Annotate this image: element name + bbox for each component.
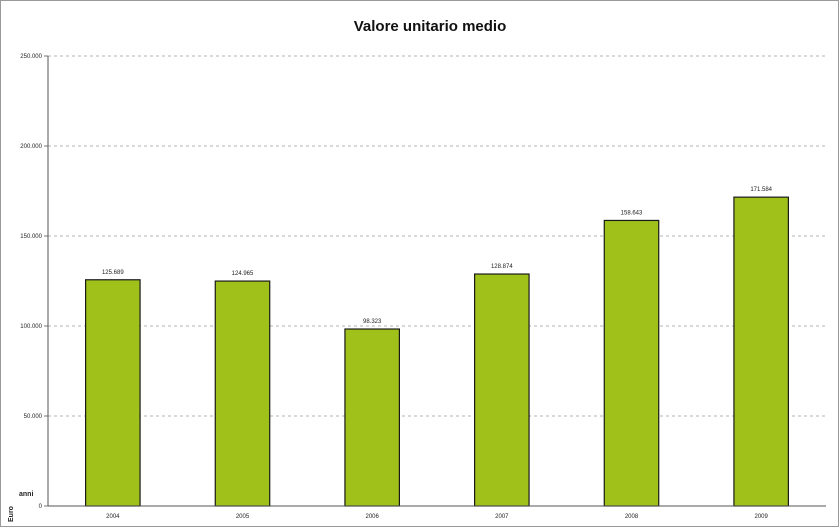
x-axis-label: anni xyxy=(19,491,33,498)
y-tick-label: 200.000 xyxy=(20,144,42,150)
chart-title: Valore unitario medio xyxy=(354,18,507,35)
data-label: 98.323 xyxy=(363,319,382,325)
y-axis-label: Euro xyxy=(8,506,15,522)
data-label: 171.584 xyxy=(750,187,772,193)
bar-2004 xyxy=(85,279,141,507)
bar-2007 xyxy=(474,273,530,507)
y-tick-label: 150.000 xyxy=(20,234,42,240)
x-axis: 2004 2005 2006 2007 2008 2009 xyxy=(48,505,826,520)
bar-2005 xyxy=(214,280,271,507)
x-tick-label: 2009 xyxy=(754,514,768,520)
y-tick-label: 250.000 xyxy=(20,54,42,60)
bar-2006 xyxy=(344,328,400,507)
bar-2008 xyxy=(603,219,660,507)
gridlines xyxy=(48,55,826,417)
data-label: 125.689 xyxy=(102,270,124,276)
y-axis: 0 50.000 100.000 150.000 200.000 250.000 xyxy=(20,54,49,510)
y-tick-label: 50.000 xyxy=(24,414,43,420)
data-label: 158.643 xyxy=(621,210,643,216)
data-label: 128.874 xyxy=(491,264,513,270)
bar-2009 xyxy=(733,196,789,507)
x-tick-label: 2006 xyxy=(365,514,379,520)
y-tick-label: 0 xyxy=(39,504,43,510)
x-tick-label: 2007 xyxy=(495,514,509,520)
bars: 125.689 124.965 98.323 128.874 158.643 171.58… xyxy=(85,187,789,507)
x-tick-label: 2008 xyxy=(625,514,639,520)
x-tick-label: 2004 xyxy=(106,514,120,520)
y-tick-label: 100.000 xyxy=(20,324,42,330)
data-label: 124.965 xyxy=(232,271,254,277)
x-tick-label: 2005 xyxy=(236,514,250,520)
